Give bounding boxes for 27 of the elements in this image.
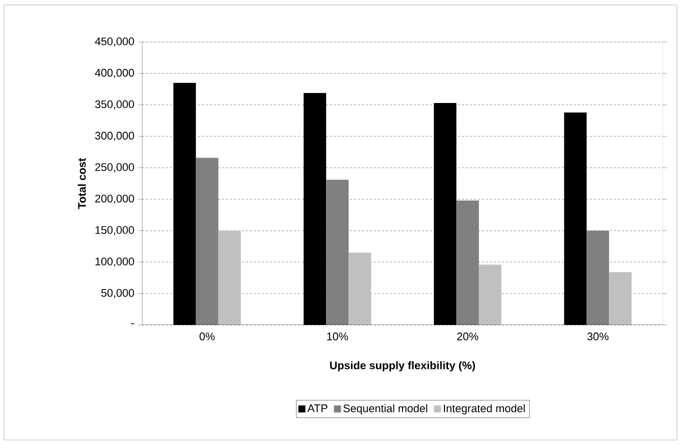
y-tick-label: 50,000 — [101, 289, 134, 298]
y-tick-label: - — [131, 323, 134, 324]
y-tick-label: 100,000 — [96, 258, 134, 267]
x-tick-label: 0% — [200, 332, 215, 340]
y-tick-label: 450,000 — [94, 37, 134, 47]
y-tick-label: 150,000 — [96, 226, 134, 236]
bar — [456, 200, 479, 325]
y-tick-label: 300,000 — [95, 132, 134, 141]
y-tick-label: 400,000 — [94, 68, 134, 78]
bar — [478, 264, 502, 325]
y-axis-title: Total cost — [78, 158, 86, 209]
bar — [348, 252, 372, 325]
bar — [196, 158, 218, 325]
x-tick-label: 10% — [327, 332, 348, 340]
legend-label: ATP — [307, 404, 328, 412]
legend-label: Integrated model — [444, 404, 525, 414]
x-tick-label: 20% — [457, 332, 478, 340]
y-tick-label: 200,000 — [95, 194, 134, 204]
bar — [218, 230, 241, 325]
bar — [609, 272, 632, 325]
bar — [586, 230, 610, 325]
y-tick-label: 250,000 — [95, 163, 134, 172]
legend-label: Sequential model — [343, 404, 428, 414]
x-tick-label: 30% — [587, 332, 608, 340]
x-axis-title: Upside supply flexibility (%) — [330, 361, 475, 372]
y-tick-label: 350,000 — [95, 100, 134, 110]
bar — [326, 180, 349, 325]
